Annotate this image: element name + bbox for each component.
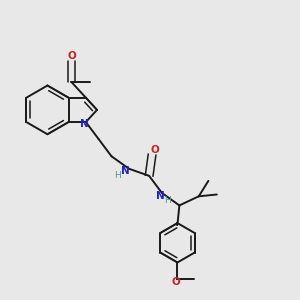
Text: O: O [172, 277, 180, 287]
Text: H: H [115, 171, 121, 180]
Text: O: O [150, 145, 159, 155]
Text: N: N [156, 191, 165, 201]
Text: H: H [164, 196, 171, 205]
Text: N: N [121, 166, 130, 176]
Text: O: O [67, 51, 76, 61]
Text: N: N [80, 119, 89, 129]
